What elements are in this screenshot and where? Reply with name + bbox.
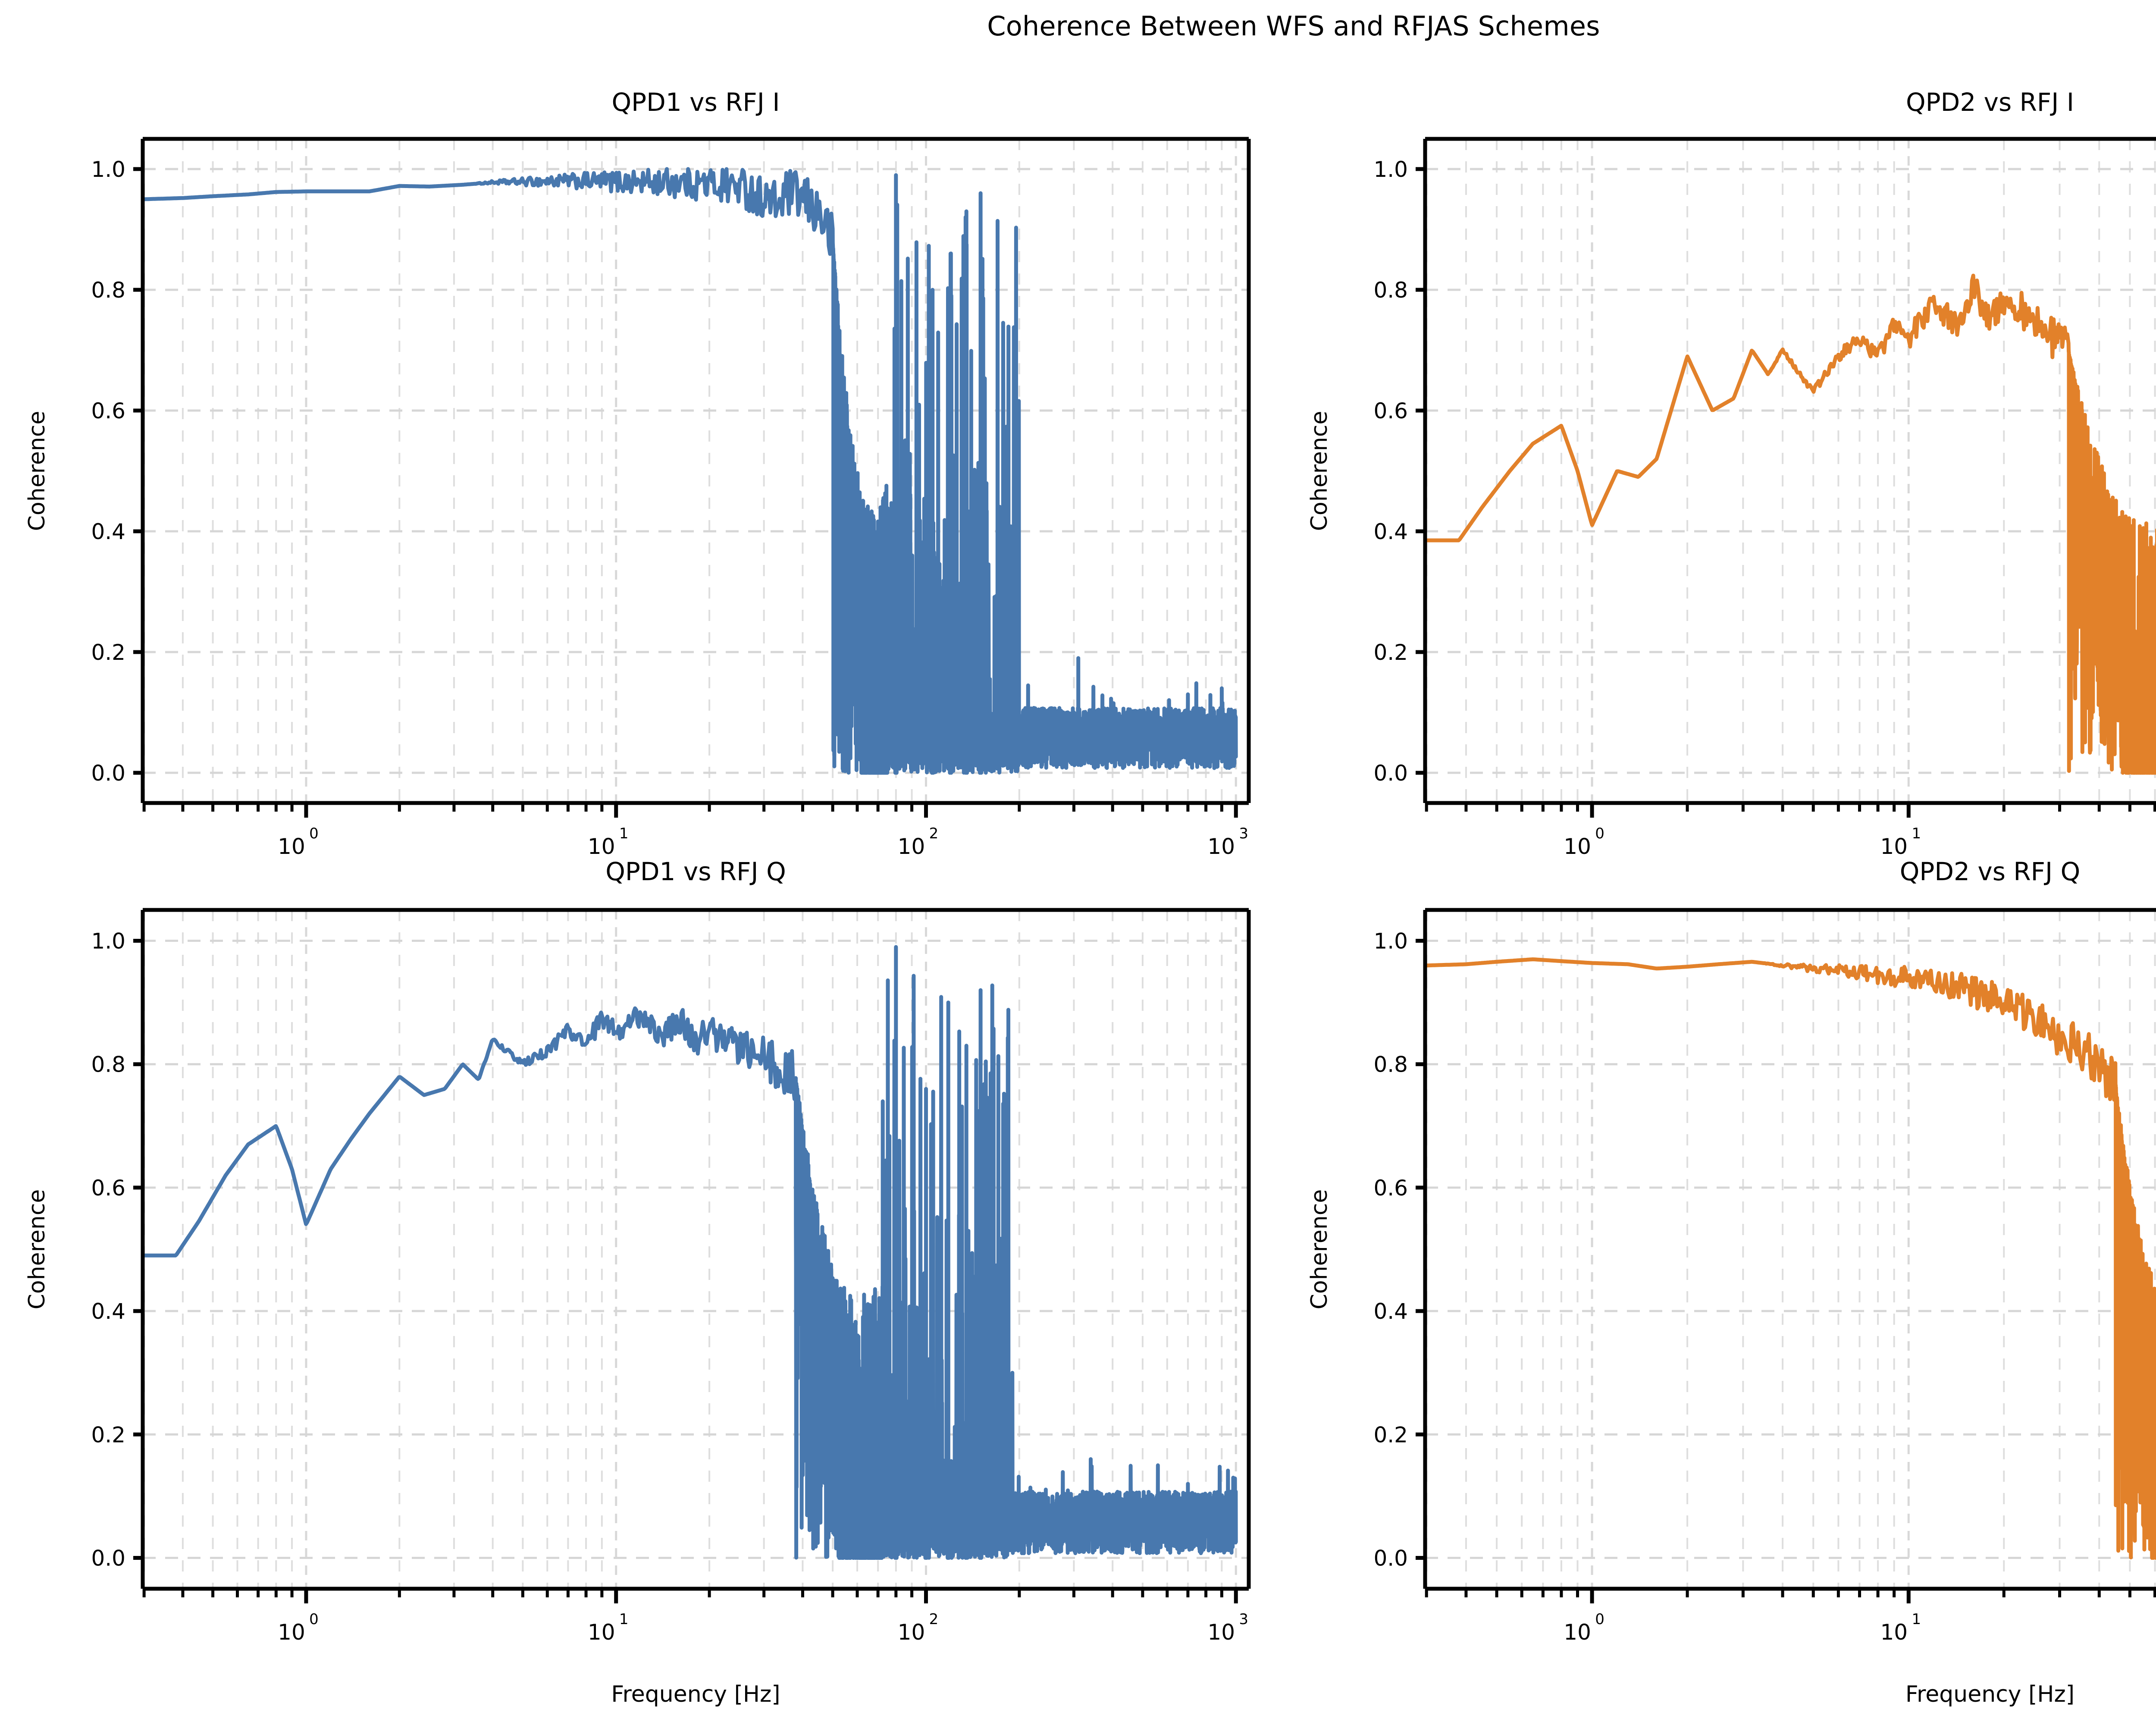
svg-text:0: 0 [1595, 1611, 1604, 1628]
ytick-label: 0.6 [1373, 398, 1408, 423]
series-line-qpd2-rfj-q [1423, 957, 2156, 1560]
series-line-qpd2-rfj-i [1423, 273, 2156, 775]
ytick-label: 0.8 [91, 1052, 125, 1077]
ytick-label: 0.6 [91, 398, 125, 423]
xtick-label: 100 [278, 825, 319, 859]
ytick-label: 1.0 [1373, 929, 1408, 954]
subplot-qpd2-rfj-q: QPD2 vs RFJ Q 0.00.20.40.60.81.010010110… [1289, 832, 2156, 1725]
svg-text:2: 2 [929, 1611, 939, 1628]
ytick-label: 1.0 [1373, 157, 1408, 182]
series-line-qpd1-rfj-q [141, 945, 1238, 1560]
svg-text:1: 1 [1912, 825, 1921, 842]
xtick-label: 101 [1880, 825, 1921, 859]
xlabel-qpd1-rfj-q: Frequency [Hz] [611, 1681, 780, 1707]
ytick-label: 1.0 [91, 929, 125, 954]
ytick-label: 0.0 [1373, 1546, 1408, 1571]
ytick-label: 0.2 [1373, 1422, 1408, 1447]
xtick-label: 102 [898, 1611, 939, 1645]
svg-text:10: 10 [1207, 834, 1235, 859]
svg-text:0: 0 [1595, 825, 1604, 842]
ytick-label: 0.2 [91, 640, 125, 665]
subplot-title-qpd1-rfj-i: QPD1 vs RFJ I [611, 88, 780, 117]
svg-text:0: 0 [309, 825, 319, 842]
ytick-label: 0.0 [91, 1546, 125, 1571]
svg-text:2: 2 [929, 825, 939, 842]
subplot-title-qpd2-rfj-q: QPD2 vs RFJ Q [1899, 857, 2081, 886]
grid-qpd2-rfj-q [1425, 910, 2156, 1589]
ytick-label: 0.6 [91, 1176, 125, 1201]
subplot-qpd1-rfj-q: QPD1 vs RFJ Q 0.0 0.2 0.4 0.6 0.8 1.0 10 0 10 1 10… [0, 832, 1289, 1725]
svg-text:1: 1 [619, 825, 629, 842]
ytick-label: 0.4 [1373, 1299, 1408, 1324]
grid-qpd1-rfj-i [143, 139, 1249, 803]
xtick-label: 100 [1564, 825, 1604, 859]
xtick-label: 100 [278, 1611, 319, 1645]
xtick-label: 101 [588, 825, 629, 859]
xtick-label: 101 [1880, 1611, 1921, 1645]
xlabel-qpd2-rfj-q: Frequency [Hz] [1905, 1681, 2075, 1707]
figure-suptitle: Coherence Between WFS and RFJAS Schemes [987, 10, 1600, 42]
svg-text:10: 10 [898, 1620, 925, 1645]
svg-text:1: 1 [1912, 1611, 1921, 1628]
subplot-title-qpd1-rfj-q: QPD1 vs RFJ Q [605, 857, 786, 886]
ytick-label: 0.2 [91, 1422, 125, 1447]
xtick-label: 101 [588, 1611, 629, 1645]
xtick-label: 100 [1564, 1611, 1604, 1645]
subplot-title-qpd2-rfj-i: QPD2 vs RFJ I [1906, 88, 2074, 117]
ytick-label: 0.8 [91, 278, 125, 303]
ytick-label: 0.2 [1373, 640, 1408, 665]
svg-text:10: 10 [898, 834, 925, 859]
svg-text:10: 10 [278, 1620, 305, 1645]
ytick-label: 0.8 [1373, 278, 1408, 303]
svg-text:3: 3 [1239, 825, 1248, 842]
ylabel-qpd2-rfj-q: Coherence [1307, 1189, 1332, 1310]
svg-text:10: 10 [1207, 1620, 1235, 1645]
svg-text:10: 10 [1880, 834, 1908, 859]
ytick-label: 0.4 [91, 1299, 125, 1324]
ytick-label: 0.0 [91, 761, 125, 786]
svg-text:10: 10 [588, 1620, 615, 1645]
svg-text:10: 10 [1564, 834, 1591, 859]
svg-text:10: 10 [278, 834, 305, 859]
svg-text:0: 0 [309, 1611, 319, 1628]
grid-qpd2-rfj-i [1425, 139, 2156, 803]
xtick-label: 103 [1207, 1611, 1248, 1645]
svg-text:10: 10 [1564, 1620, 1591, 1645]
svg-text:3: 3 [1239, 1611, 1248, 1628]
ytick-label: 0.4 [1373, 519, 1408, 544]
ytick-label: 0.8 [1373, 1052, 1408, 1077]
xtick-label: 102 [898, 825, 939, 859]
svg-text:1: 1 [619, 1611, 629, 1628]
subplot-qpd1-rfj-i: QPD1 vs RFJ I 0.0 0.2 0.4 0.6 0.8 1.0 10 0 10 1 10… [0, 52, 1289, 859]
series-line-qpd1-rfj-i [141, 167, 1238, 775]
ytick-label: 1.0 [91, 157, 125, 182]
ytick-label: 0.4 [91, 519, 125, 544]
xtick-label: 103 [1207, 825, 1248, 859]
subplot-qpd2-rfj-i: QPD2 vs RFJ I 0.00.20.40.60.81.010010110… [1289, 52, 2156, 859]
svg-text:10: 10 [1880, 1620, 1908, 1645]
ytick-label: 0.0 [1373, 761, 1408, 786]
svg-text:10: 10 [588, 834, 615, 859]
ytick-label: 0.6 [1373, 1176, 1408, 1201]
